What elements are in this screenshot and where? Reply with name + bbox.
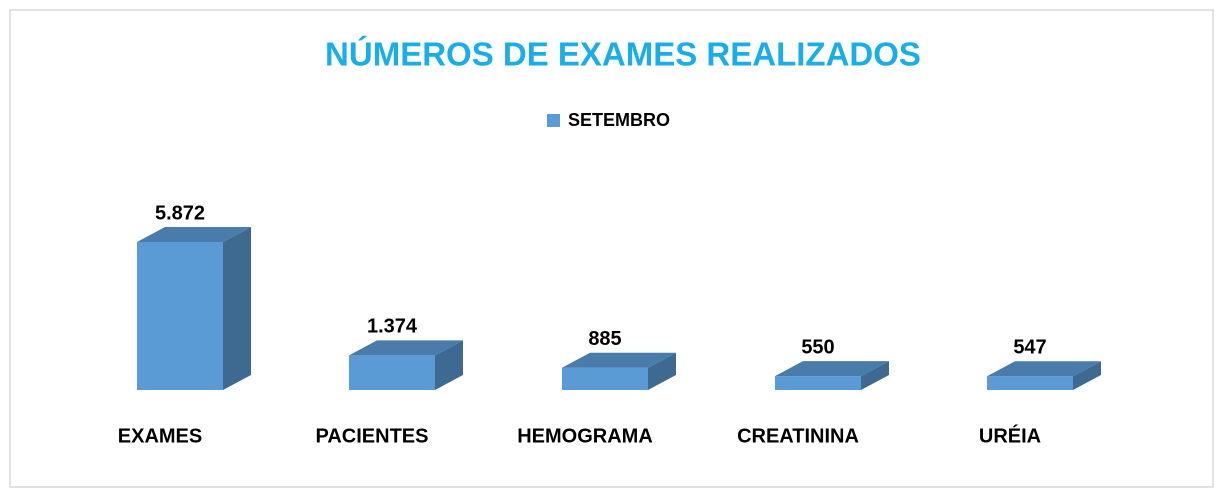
x-tick-label: PACIENTES	[316, 425, 429, 447]
bar-top	[562, 352, 676, 368]
x-tick-label: EXAMES	[118, 425, 202, 447]
bar-top	[137, 227, 251, 242]
chart-title: NÚMEROS DE EXAMES REALIZADOS	[325, 36, 921, 73]
bar-front	[137, 242, 223, 390]
bar-top	[775, 361, 889, 377]
bar-top	[349, 340, 463, 356]
bar-side	[648, 352, 676, 390]
bar-top	[987, 361, 1101, 377]
bar-front	[562, 367, 648, 390]
x-tick-label: HEMOGRAMA	[517, 425, 653, 447]
bar-side	[1073, 361, 1101, 390]
bar-front	[775, 376, 861, 390]
legend-swatch	[547, 114, 560, 127]
value-label: 547	[1013, 336, 1046, 358]
bar-front	[987, 376, 1073, 390]
value-label: 1.374	[367, 316, 418, 338]
value-label: 5.872	[155, 202, 205, 224]
bar-side	[861, 361, 889, 390]
bar-side	[435, 340, 463, 390]
legend-label: SETEMBRO	[568, 110, 670, 130]
x-tick-label: URÉIA	[979, 424, 1041, 447]
value-label: 550	[801, 336, 834, 358]
value-label: 885	[588, 328, 621, 350]
bar-side	[223, 227, 251, 390]
x-tick-label: CREATININA	[737, 425, 859, 447]
bar-front	[349, 355, 435, 390]
